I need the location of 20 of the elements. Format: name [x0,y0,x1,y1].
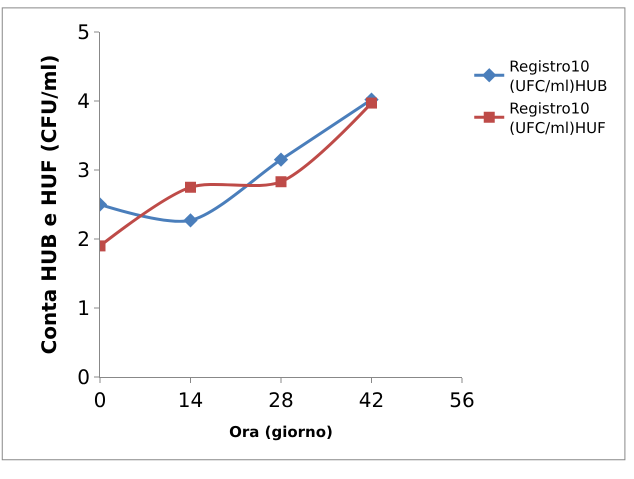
y-tick-label: 4 [77,89,90,113]
x-tick-label: 14 [178,388,204,412]
legend-label: Registro10 (UFC/ml)HUB [509,57,608,95]
point [185,182,196,193]
point [276,176,286,188]
point [274,152,288,167]
y-tick-label: 2 [77,227,90,251]
y-tick-label: 5 [77,20,90,44]
y-tick-label: 3 [77,158,90,182]
point [183,213,198,228]
legend-label: Registro10 (UFC/ml)HUF [509,99,606,137]
x-tick-label: 42 [358,388,384,412]
x-tick-label: 56 [449,388,475,412]
point [366,98,377,109]
x-tick-label: 28 [268,388,294,412]
x-axis-title: Ora (giorno) [229,423,333,441]
y-tick-label: 0 [77,365,90,389]
y-axis-title: Conta HUB e HUF (CFU/ml) [36,54,61,354]
y-tick-label: 1 [77,296,90,320]
x-tick-label: 0 [94,388,106,412]
